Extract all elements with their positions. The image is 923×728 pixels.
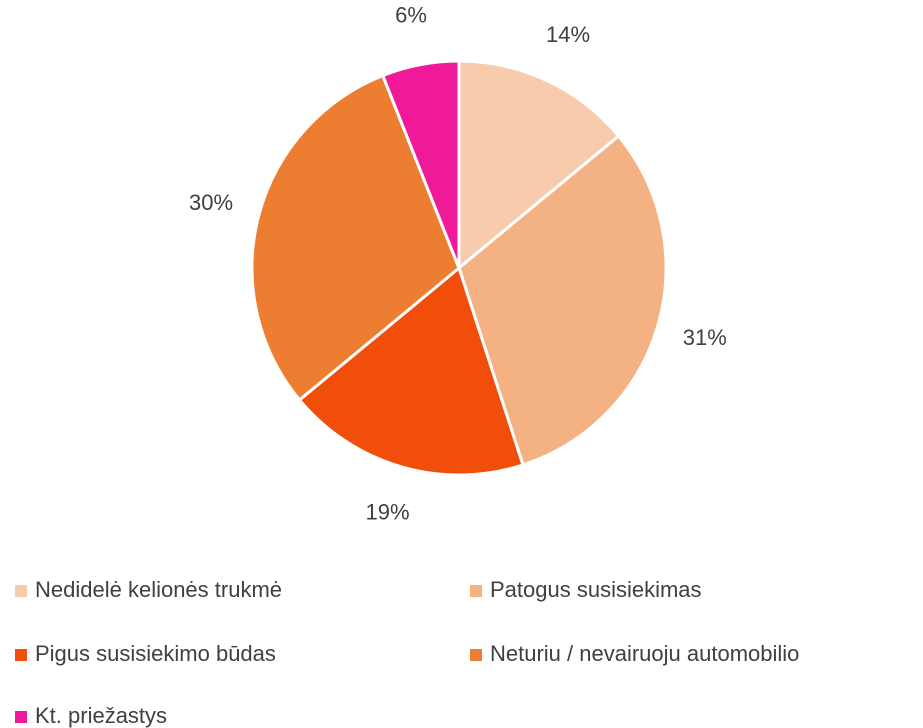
legend-marker	[470, 585, 482, 597]
legend-marker	[15, 649, 27, 661]
pie-slice	[457, 133, 668, 467]
pie-slice	[457, 59, 621, 272]
pie-slice	[380, 59, 461, 269]
legend-label: Kt. priežastys	[35, 703, 167, 728]
legend-marker	[15, 711, 27, 723]
legend-label: Nedidelė kelionės trukmė	[35, 577, 282, 602]
data-label: 14%	[546, 22, 590, 47]
data-label: 6%	[395, 2, 427, 27]
data-label: 31%	[683, 325, 727, 350]
legend-marker	[470, 649, 482, 661]
legend-label: Neturiu / nevairuoju automobilio	[490, 641, 799, 666]
data-label: 30%	[189, 190, 233, 215]
pie-slice	[250, 73, 461, 403]
data-label: 19%	[366, 500, 410, 525]
legend-label: Pigus susisiekimo būdas	[35, 641, 276, 666]
legend-marker	[15, 585, 27, 597]
legend-label: Patogus susisiekimas	[490, 577, 702, 602]
pie-slice	[297, 265, 525, 477]
